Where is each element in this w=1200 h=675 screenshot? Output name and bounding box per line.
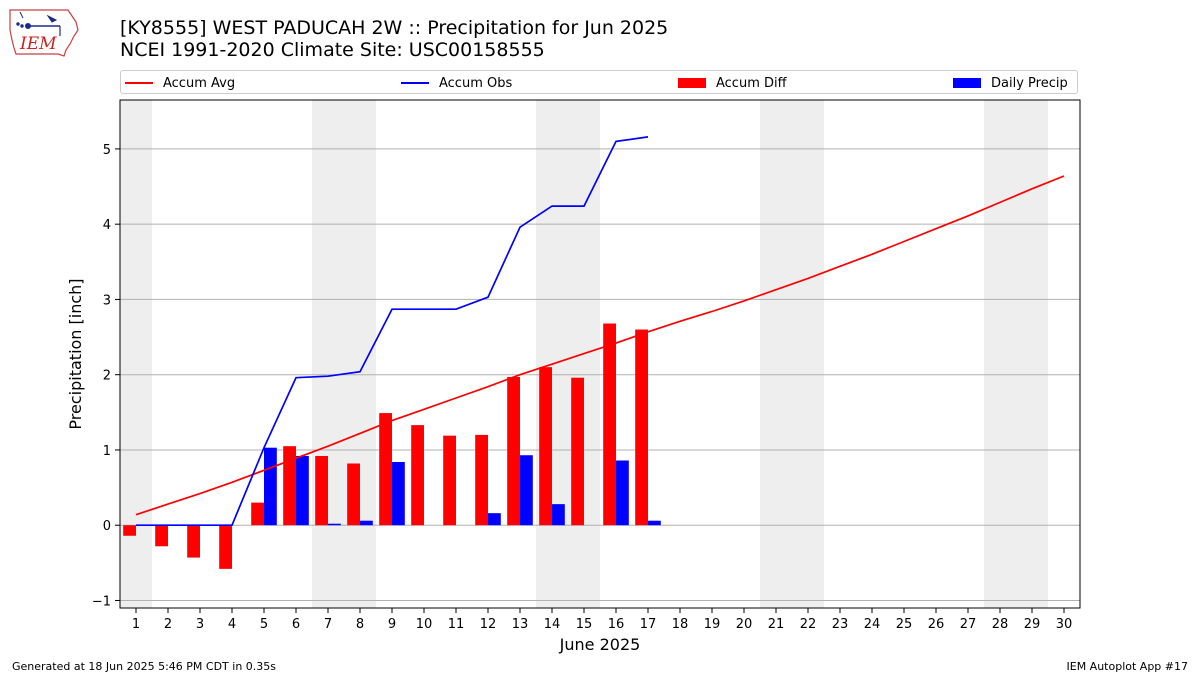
y-tick-label-3: 3 bbox=[103, 293, 111, 308]
bar-daily-precip-5 bbox=[264, 447, 277, 526]
bar-accum-diff-9 bbox=[379, 413, 392, 526]
x-tick-label-11: 11 bbox=[448, 617, 465, 632]
weekend-band-2 bbox=[536, 100, 600, 608]
bar-daily-precip-12 bbox=[488, 513, 501, 526]
x-tick-label-13: 13 bbox=[512, 617, 529, 632]
legend-item-accum-obs: Accum Obs bbox=[401, 74, 512, 92]
legend-label-accum-diff: Accum Diff bbox=[716, 75, 787, 91]
bar-accum-diff-2 bbox=[155, 525, 168, 547]
bar-accum-diff-1 bbox=[123, 525, 136, 536]
line-accum-avg bbox=[135, 175, 1065, 516]
bar-daily-precip-17 bbox=[648, 520, 661, 526]
chart-subtitle: NCEI 1991-2020 Climate Site: USC00158555 bbox=[120, 39, 545, 61]
plot-frame bbox=[119, 99, 1081, 609]
bar-accum-diff-14 bbox=[539, 367, 552, 526]
chart-title: [KY8555] WEST PADUCAH 2W :: Precipitatio… bbox=[120, 17, 669, 39]
bar-accum-diff-10 bbox=[411, 425, 424, 526]
x-tick-label-12: 12 bbox=[480, 617, 497, 632]
logo-text: IEM bbox=[19, 34, 57, 54]
bar-accum-diff-4 bbox=[219, 525, 232, 569]
weekend-band-1 bbox=[312, 100, 376, 608]
x-tick-label-19: 19 bbox=[704, 617, 721, 632]
legend-swatch-accum-diff bbox=[678, 78, 706, 88]
legend-swatch-accum-obs bbox=[401, 82, 429, 84]
x-tick-label-23: 23 bbox=[832, 617, 849, 632]
bar-accum-diff-3 bbox=[187, 525, 200, 558]
x-tick-label-21: 21 bbox=[768, 617, 785, 632]
y-tick-label-1: 1 bbox=[103, 444, 111, 459]
x-tick-label-14: 14 bbox=[544, 617, 561, 632]
y-axis-label: Precipitation [inch] bbox=[66, 278, 85, 429]
line-accum-obs bbox=[136, 136, 649, 527]
bar-daily-precip-6 bbox=[296, 455, 309, 526]
x-tick-label-27: 27 bbox=[960, 617, 977, 632]
legend-swatch-daily-precip bbox=[953, 78, 981, 88]
x-tick-label-16: 16 bbox=[608, 617, 625, 632]
bar-daily-precip-13 bbox=[520, 455, 533, 526]
x-tick-label-2: 2 bbox=[164, 617, 172, 632]
iowa-state-outline-icon bbox=[9, 9, 79, 57]
bar-accum-diff-17 bbox=[635, 329, 648, 526]
x-tick-label-3: 3 bbox=[196, 617, 204, 632]
bar-accum-diff-13 bbox=[507, 376, 520, 526]
legend-label-accum-avg: Accum Avg bbox=[163, 75, 236, 91]
iem-logo-icon: IEM bbox=[9, 9, 79, 57]
x-tick-label-18: 18 bbox=[672, 617, 689, 632]
bar-accum-diff-6 bbox=[283, 446, 296, 526]
x-tick-label-28: 28 bbox=[992, 617, 1009, 632]
y-tick-label--1: −1 bbox=[92, 594, 111, 609]
x-tick-label-9: 9 bbox=[388, 617, 396, 632]
x-tick-label-24: 24 bbox=[864, 617, 881, 632]
y-tick-label-5: 5 bbox=[103, 143, 111, 158]
x-tick-label-7: 7 bbox=[324, 617, 332, 632]
app-credit: IEM Autoplot App #17 bbox=[1066, 660, 1189, 673]
bar-daily-precip-8 bbox=[360, 520, 373, 526]
x-tick-label-30: 30 bbox=[1056, 617, 1073, 632]
x-tick-label-4: 4 bbox=[228, 617, 236, 632]
y-tick-label-0: 0 bbox=[103, 519, 111, 534]
legend-item-daily-precip: Daily Precip bbox=[953, 74, 1068, 92]
legend-label-daily-precip: Daily Precip bbox=[991, 75, 1068, 91]
y-tick-label-2: 2 bbox=[103, 369, 111, 384]
bar-accum-diff-15 bbox=[571, 377, 584, 526]
x-tick-label-10: 10 bbox=[416, 617, 433, 632]
x-tick-label-22: 22 bbox=[800, 617, 817, 632]
generated-timestamp: Generated at 18 Jun 2025 5:46 PM CDT in … bbox=[12, 660, 277, 673]
weather-symbols-icon bbox=[16, 11, 61, 36]
legend-item-accum-avg: Accum Avg bbox=[125, 74, 235, 92]
legend-swatch-accum-avg bbox=[125, 82, 153, 84]
bar-accum-diff-7 bbox=[315, 455, 328, 526]
bar-accum-diff-8 bbox=[347, 463, 360, 526]
y-tick-label-4: 4 bbox=[103, 218, 111, 233]
x-tick-label-8: 8 bbox=[356, 617, 364, 632]
x-tick-label-5: 5 bbox=[260, 617, 268, 632]
legend-label-accum-obs: Accum Obs bbox=[439, 75, 513, 91]
x-tick-label-25: 25 bbox=[896, 617, 913, 632]
bar-daily-precip-14 bbox=[552, 504, 565, 526]
weekend-band-3 bbox=[760, 100, 824, 608]
bar-accum-diff-16 bbox=[603, 323, 616, 526]
x-tick-label-15: 15 bbox=[576, 617, 593, 632]
bar-accum-diff-12 bbox=[475, 434, 488, 526]
legend-item-accum-diff: Accum Diff bbox=[678, 74, 787, 92]
x-tick-label-17: 17 bbox=[640, 617, 657, 632]
x-tick-label-1: 1 bbox=[132, 617, 140, 632]
weekend-band-0 bbox=[120, 100, 152, 608]
bar-daily-precip-16 bbox=[616, 460, 629, 526]
bar-daily-precip-9 bbox=[392, 461, 405, 526]
x-axis-label: June 2025 bbox=[559, 635, 641, 654]
x-tick-label-20: 20 bbox=[736, 617, 753, 632]
chart-legend: Accum Avg Accum Obs Accum Diff Daily Pre… bbox=[120, 70, 1078, 94]
bar-accum-diff-5 bbox=[251, 502, 264, 526]
weekend-band-4 bbox=[984, 100, 1048, 608]
x-tick-label-29: 29 bbox=[1024, 617, 1041, 632]
bar-daily-precip-7 bbox=[328, 523, 341, 526]
bar-accum-diff-11 bbox=[443, 435, 456, 526]
x-tick-label-6: 6 bbox=[292, 617, 300, 632]
x-tick-label-26: 26 bbox=[928, 617, 945, 632]
